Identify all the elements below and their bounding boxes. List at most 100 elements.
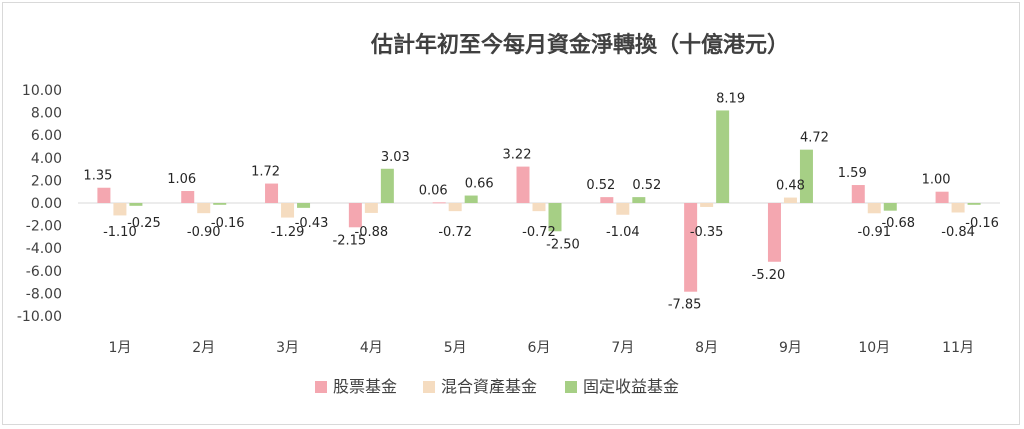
data-label: 1.06 <box>167 172 196 187</box>
legend-swatch <box>423 381 435 393</box>
y-tick-label: 2.00 <box>31 173 62 189</box>
bar <box>935 191 949 203</box>
y-tick-label: -2.00 <box>26 219 62 235</box>
data-label: -0.16 <box>965 216 999 231</box>
bar <box>867 203 881 214</box>
bar <box>181 191 195 203</box>
bar <box>700 203 714 207</box>
bar <box>548 203 562 232</box>
x-tick-label: 2月 <box>192 340 215 356</box>
y-tick-label: -4.00 <box>26 241 62 257</box>
y-tick-label: 10.00 <box>22 83 62 99</box>
bar <box>129 203 143 206</box>
bar <box>532 203 546 212</box>
data-label: -5.20 <box>752 268 786 283</box>
y-tick-label: 4.00 <box>31 151 62 167</box>
bar <box>364 203 378 213</box>
legend-label: 股票基金 <box>333 377 397 396</box>
bar <box>197 203 211 214</box>
bar <box>883 203 897 211</box>
data-label: -0.16 <box>211 216 245 231</box>
legend-swatch <box>565 381 577 393</box>
legend-swatch <box>315 381 327 393</box>
bar <box>113 203 127 216</box>
bar <box>616 203 630 215</box>
bar <box>516 166 530 203</box>
legend-label: 固定收益基金 <box>583 377 679 396</box>
bar <box>600 197 614 203</box>
bar <box>448 203 462 212</box>
bar <box>380 168 394 203</box>
y-tick-label: -10.00 <box>17 309 62 325</box>
y-axis: 10.00 8.00 6.00 4.00 2.00 0.00 -2.00 -4.00 -6.00… <box>17 83 62 325</box>
data-label: 1.00 <box>922 173 951 188</box>
data-label: -1.29 <box>271 225 305 240</box>
x-tick-label: 7月 <box>611 340 634 356</box>
bar <box>716 110 730 203</box>
x-tick-label: 4月 <box>360 340 383 356</box>
bar <box>432 202 446 204</box>
data-label: 0.52 <box>632 178 661 193</box>
bar <box>281 203 295 218</box>
bar <box>348 203 362 228</box>
bar <box>464 195 478 203</box>
y-tick-label: -8.00 <box>26 286 62 302</box>
x-tick-label: 5月 <box>444 340 467 356</box>
bar <box>851 185 865 203</box>
data-label: -0.25 <box>127 216 161 231</box>
data-labels: 1.35 1.06 1.72 -2.15 0.06 3.22 0.52 -7.85 -5.20 1… <box>83 91 998 312</box>
x-tick-label: 11月 <box>942 340 974 356</box>
data-label: -1.10 <box>103 225 137 240</box>
bars <box>97 110 981 292</box>
y-tick-label: 6.00 <box>31 128 62 144</box>
chart-title: 估計年初至今每月資金淨轉換（十億港元） <box>370 32 789 58</box>
data-label: -0.72 <box>438 225 472 240</box>
bar <box>213 203 227 205</box>
legend-label: 混合資產基金 <box>441 377 537 396</box>
data-label: 1.59 <box>838 166 867 181</box>
data-label: 0.48 <box>776 179 805 194</box>
x-tick-label: 1月 <box>108 340 131 356</box>
bar <box>632 197 646 203</box>
data-label: -0.90 <box>187 225 221 240</box>
data-label: 4.72 <box>800 131 829 146</box>
data-label: -0.84 <box>941 225 975 240</box>
data-label: 0.52 <box>586 178 615 193</box>
bar <box>783 197 797 203</box>
bar <box>265 183 279 203</box>
x-tick-label: 6月 <box>528 340 551 356</box>
x-tick-label: 3月 <box>276 340 299 356</box>
bar <box>967 203 981 205</box>
y-tick-label: 0.00 <box>31 196 62 212</box>
data-label: -0.43 <box>295 216 329 231</box>
bar <box>767 203 781 262</box>
data-label: 1.72 <box>251 165 280 180</box>
data-label: -2.50 <box>546 237 580 252</box>
bar <box>297 203 311 208</box>
x-tick-label: 9月 <box>779 340 802 356</box>
data-label: 3.03 <box>381 150 410 165</box>
data-label: 3.22 <box>503 148 532 163</box>
data-label: -0.88 <box>355 225 389 240</box>
data-label: -0.68 <box>881 216 915 231</box>
data-label: 0.06 <box>419 183 448 198</box>
y-tick-label: 8.00 <box>31 106 62 122</box>
data-label: -7.85 <box>668 298 702 313</box>
bar <box>684 203 698 292</box>
bar <box>799 149 813 203</box>
x-tick-label: 10月 <box>858 340 890 356</box>
data-label: 0.66 <box>465 177 494 192</box>
y-tick-label: -6.00 <box>26 264 62 280</box>
data-label: 8.19 <box>716 91 745 106</box>
bar <box>951 203 965 213</box>
data-label: 1.35 <box>83 169 112 184</box>
bar <box>97 187 111 203</box>
x-axis: 1月 2月 3月 4月 5月 6月 7月 8月 9月 10月 11月 <box>78 202 1000 356</box>
data-label: -1.04 <box>606 225 640 240</box>
x-tick-label: 8月 <box>695 340 718 356</box>
data-label: -0.72 <box>522 225 556 240</box>
legend: 股票基金 混合資產基金 固定收益基金 <box>315 377 679 396</box>
data-label: -2.15 <box>333 233 367 248</box>
